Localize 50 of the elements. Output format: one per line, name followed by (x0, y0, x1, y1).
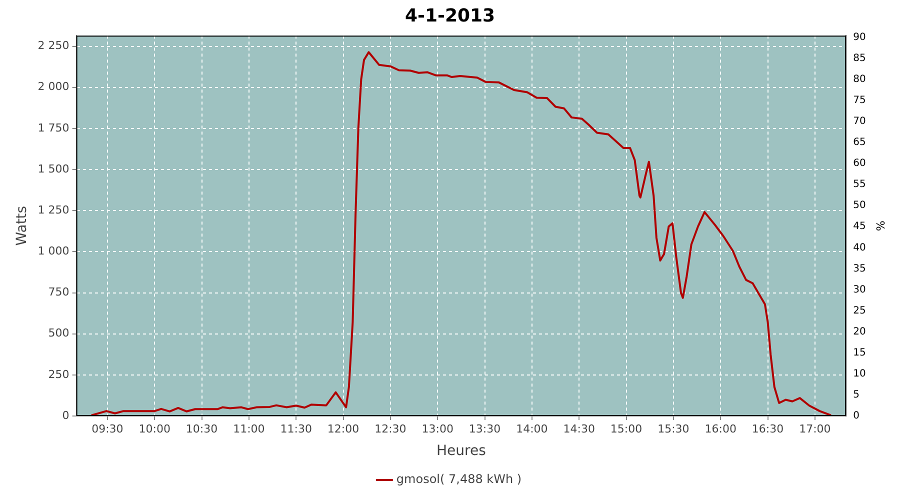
y-tick-label: 1 750 (38, 121, 70, 134)
y-tick-label: 2 000 (38, 80, 70, 94)
x-tick-label: 10:00 (138, 422, 170, 436)
x-tick-label: 17:00 (799, 422, 831, 436)
y2-tick-label: 55 (853, 179, 866, 190)
y-axis-title: Watts (14, 206, 30, 246)
y-tick-label: 1 000 (38, 244, 70, 258)
y2-tick-label: 15 (853, 347, 866, 358)
x-tick-label: 14:30 (563, 422, 595, 436)
y-tick-label: 0 (62, 408, 70, 422)
y2-tick-label: 85 (853, 52, 866, 64)
y2-tick-label: 90 (853, 32, 866, 43)
x-tick-label: 15:00 (610, 422, 642, 436)
y2-tick-label: 0 (853, 410, 860, 422)
y-tick-label: 250 (48, 368, 70, 381)
y-tick-label: 500 (48, 326, 70, 340)
y-tick-label: 750 (48, 286, 70, 299)
x-tick-label: 13:30 (468, 422, 501, 436)
x-tick-label: 10:30 (186, 422, 218, 436)
y2-axis-title: % (874, 220, 887, 232)
y-tick-label: 1 500 (38, 162, 70, 176)
x-tick-label: 15:30 (658, 422, 690, 436)
legend-label: gmosol( 7,488 kWh ) (396, 472, 522, 486)
x-tick-label: 13:00 (422, 422, 454, 436)
chart-title: 4-1-2013 (404, 5, 496, 26)
x-tick-label: 12:30 (374, 422, 406, 436)
x-tick-label: 11:00 (233, 422, 265, 436)
y2-tick-label: 25 (853, 305, 866, 316)
x-tick-label: 14:00 (516, 422, 548, 436)
x-tick-label: 16:00 (704, 422, 736, 436)
y2-tick-label: 65 (853, 137, 866, 148)
y2-tick-label: 5 (853, 390, 860, 401)
y2-tick-label: 10 (853, 368, 866, 380)
x-tick-label: 09:30 (92, 422, 124, 436)
y2-tick-label: 20 (853, 326, 866, 338)
y2-tick-label: 80 (853, 74, 866, 85)
y-tick-label: 1 250 (38, 203, 70, 216)
y2-tick-label: 70 (853, 116, 866, 128)
x-axis-title: Heures (436, 443, 486, 460)
y2-tick-label: 50 (853, 200, 866, 212)
y2-tick-label: 35 (853, 263, 866, 274)
y2-tick-label: 60 (853, 158, 866, 170)
x-tick-label: 12:00 (327, 422, 360, 436)
y-tick-label: 2 250 (38, 39, 70, 52)
y2-tick-label: 45 (853, 221, 866, 232)
y2-tick-label: 40 (853, 242, 866, 254)
x-tick-label: 16:30 (752, 422, 784, 436)
y2-tick-label: 30 (853, 284, 866, 296)
x-tick-label: 11:30 (280, 422, 312, 436)
y2-tick-label: 75 (853, 94, 866, 106)
